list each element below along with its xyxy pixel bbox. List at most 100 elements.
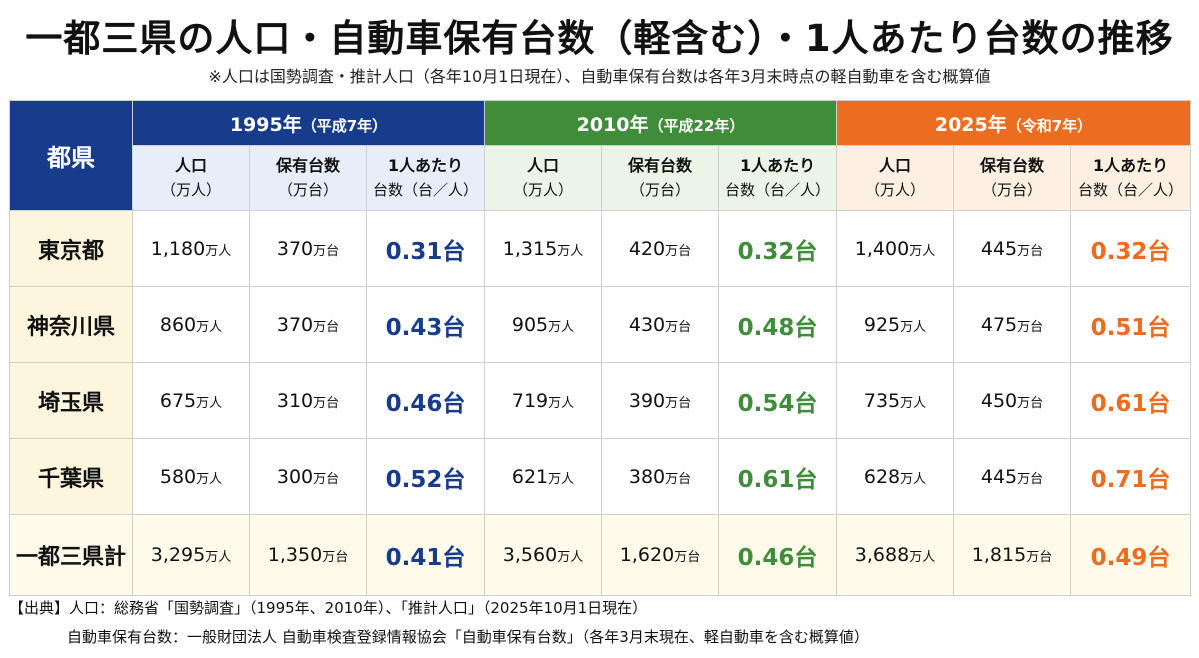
cell-value: 430 [628, 313, 666, 336]
cell-value: 580 [159, 465, 197, 488]
subheader-label: 1人あたり [1092, 156, 1169, 175]
cell-value: 370 [276, 237, 314, 260]
population-cell: 860万人 [132, 286, 250, 363]
cell-value: 1,315 [502, 237, 558, 260]
cell-unit: 台 [1147, 238, 1171, 265]
cars-cell: 380万台 [601, 438, 719, 515]
cell-value: 0.71 [1090, 466, 1148, 493]
cell-unit: 万人 [196, 319, 223, 335]
cell-value: 1,815 [971, 544, 1027, 566]
cars-cell: 430万台 [601, 286, 719, 363]
cell-value: 420 [628, 237, 666, 260]
subheader-label: 1人あたり [739, 156, 816, 175]
subheader-cell: 保有台数 （万台） [249, 145, 367, 211]
cell-unit: 台 [794, 466, 818, 493]
cell-value: 450 [980, 389, 1018, 412]
population-cell: 580万人 [132, 438, 250, 515]
cell-unit: 万人 [548, 395, 575, 411]
cell-value: 735 [863, 389, 901, 412]
cars-cell: 420万台 [601, 210, 719, 287]
cell-unit: 万人 [900, 395, 927, 411]
cell-unit: 台 [794, 390, 818, 417]
cell-value: 925 [863, 313, 901, 336]
per-capita-cell: 0.61台 [1070, 362, 1192, 439]
per-capita-cell: 0.46台 [366, 362, 485, 439]
cars-cell: 370万台 [249, 286, 367, 363]
cars-cell: 300万台 [249, 438, 367, 515]
pref-name: 千葉県 [9, 438, 133, 515]
cell-value: 0.61 [737, 466, 795, 493]
cell-unit: 台 [1147, 545, 1171, 571]
cell-value: 0.46 [385, 390, 443, 417]
data-table: 都県 1995年（平成7年） 2010年（平成22年） 2025年（令和7年） … [9, 100, 1192, 596]
cell-value: 0.54 [737, 390, 795, 417]
population-cell: 3,295万人 [132, 514, 250, 596]
cell-unit: 台 [1147, 466, 1171, 493]
pref-name: 一都三県計 [9, 514, 133, 596]
population-cell: 675万人 [132, 362, 250, 439]
population-cell: 621万人 [484, 438, 602, 515]
cell-value: 0.43 [385, 314, 443, 341]
cell-unit: 万台 [1017, 395, 1044, 411]
subheader-cell: 1人あたり 台数（台／人） [366, 145, 485, 211]
cell-value: 0.41 [385, 545, 443, 571]
population-cell: 3,560万人 [484, 514, 602, 596]
cars-cell: 310万台 [249, 362, 367, 439]
cars-cell: 390万台 [601, 362, 719, 439]
cell-unit: 台 [794, 545, 818, 571]
cell-value: 0.51 [1090, 314, 1148, 341]
cell-value: 0.52 [385, 466, 443, 493]
cell-value: 1,400 [854, 237, 910, 260]
population-cell: 628万人 [836, 438, 955, 515]
cars-cell: 445万台 [953, 210, 1072, 287]
population-cell: 925万人 [836, 286, 955, 363]
cell-unit: 万台 [313, 471, 340, 487]
cell-value: 860 [159, 313, 197, 336]
per-capita-cell: 0.48台 [717, 286, 838, 363]
subheader-unit: （万人） [512, 181, 573, 199]
cell-unit: 万人 [196, 395, 223, 411]
population-cell: 735万人 [836, 362, 955, 439]
cars-cell: 1,815万台 [953, 514, 1072, 596]
cell-value: 1,620 [619, 544, 675, 566]
table-row: 千葉県 580万人 300万台 0.52台 621万人 380万台 0.61台 628万人 44… [9, 438, 1192, 515]
pref-name: 東京都 [9, 210, 133, 287]
cell-value: 3,688 [854, 544, 910, 566]
cell-unit: 万台 [665, 243, 692, 259]
cell-value: 719 [511, 389, 549, 412]
subheader-label: 1人あたり [387, 156, 464, 175]
cell-unit: 万人 [909, 243, 936, 259]
cell-unit: 台 [442, 390, 466, 417]
cell-value: 380 [628, 465, 666, 488]
cell-value: 445 [980, 465, 1018, 488]
cell-value: 370 [276, 313, 314, 336]
population-cell: 905万人 [484, 286, 602, 363]
cell-unit: 台 [1147, 390, 1171, 417]
cell-unit: 万台 [322, 550, 349, 565]
subheader-label: 保有台数 [275, 156, 340, 175]
cell-unit: 台 [442, 545, 466, 571]
cell-unit: 万台 [313, 319, 340, 335]
cell-value: 628 [863, 465, 901, 488]
pref-name: 埼玉県 [9, 362, 133, 439]
cell-unit: 台 [794, 314, 818, 341]
cell-value: 445 [980, 237, 1018, 260]
cell-unit: 台 [442, 314, 466, 341]
population-cell: 1,315万人 [484, 210, 602, 287]
cell-unit: 万人 [557, 550, 584, 565]
cell-unit: 万人 [205, 243, 232, 259]
cell-unit: 万人 [900, 471, 927, 487]
table-row: 一都三県計 3,295万人 1,350万台 0.41台 3,560万人 1,620万台 0.… [9, 514, 1192, 596]
per-capita-cell: 0.49台 [1070, 514, 1192, 596]
subheader-unit: 台数（台／人） [725, 181, 831, 199]
subheader-unit: （万台） [277, 181, 338, 199]
cell-value: 1,180 [150, 237, 206, 260]
subheader-cell: 1人あたり 台数（台／人） [1070, 145, 1192, 211]
cell-value: 0.32 [737, 238, 795, 265]
per-capita-cell: 0.61台 [717, 438, 838, 515]
population-cell: 719万人 [484, 362, 602, 439]
source-line-2: 自動車保有台数：一般財団法人 自動車検査登録情報協会「自動車保有台数」（各年3月… [67, 628, 869, 646]
subheader-label: 保有台数 [980, 156, 1045, 175]
cell-value: 0.46 [737, 545, 795, 571]
subheader-unit: （万台） [629, 181, 690, 199]
